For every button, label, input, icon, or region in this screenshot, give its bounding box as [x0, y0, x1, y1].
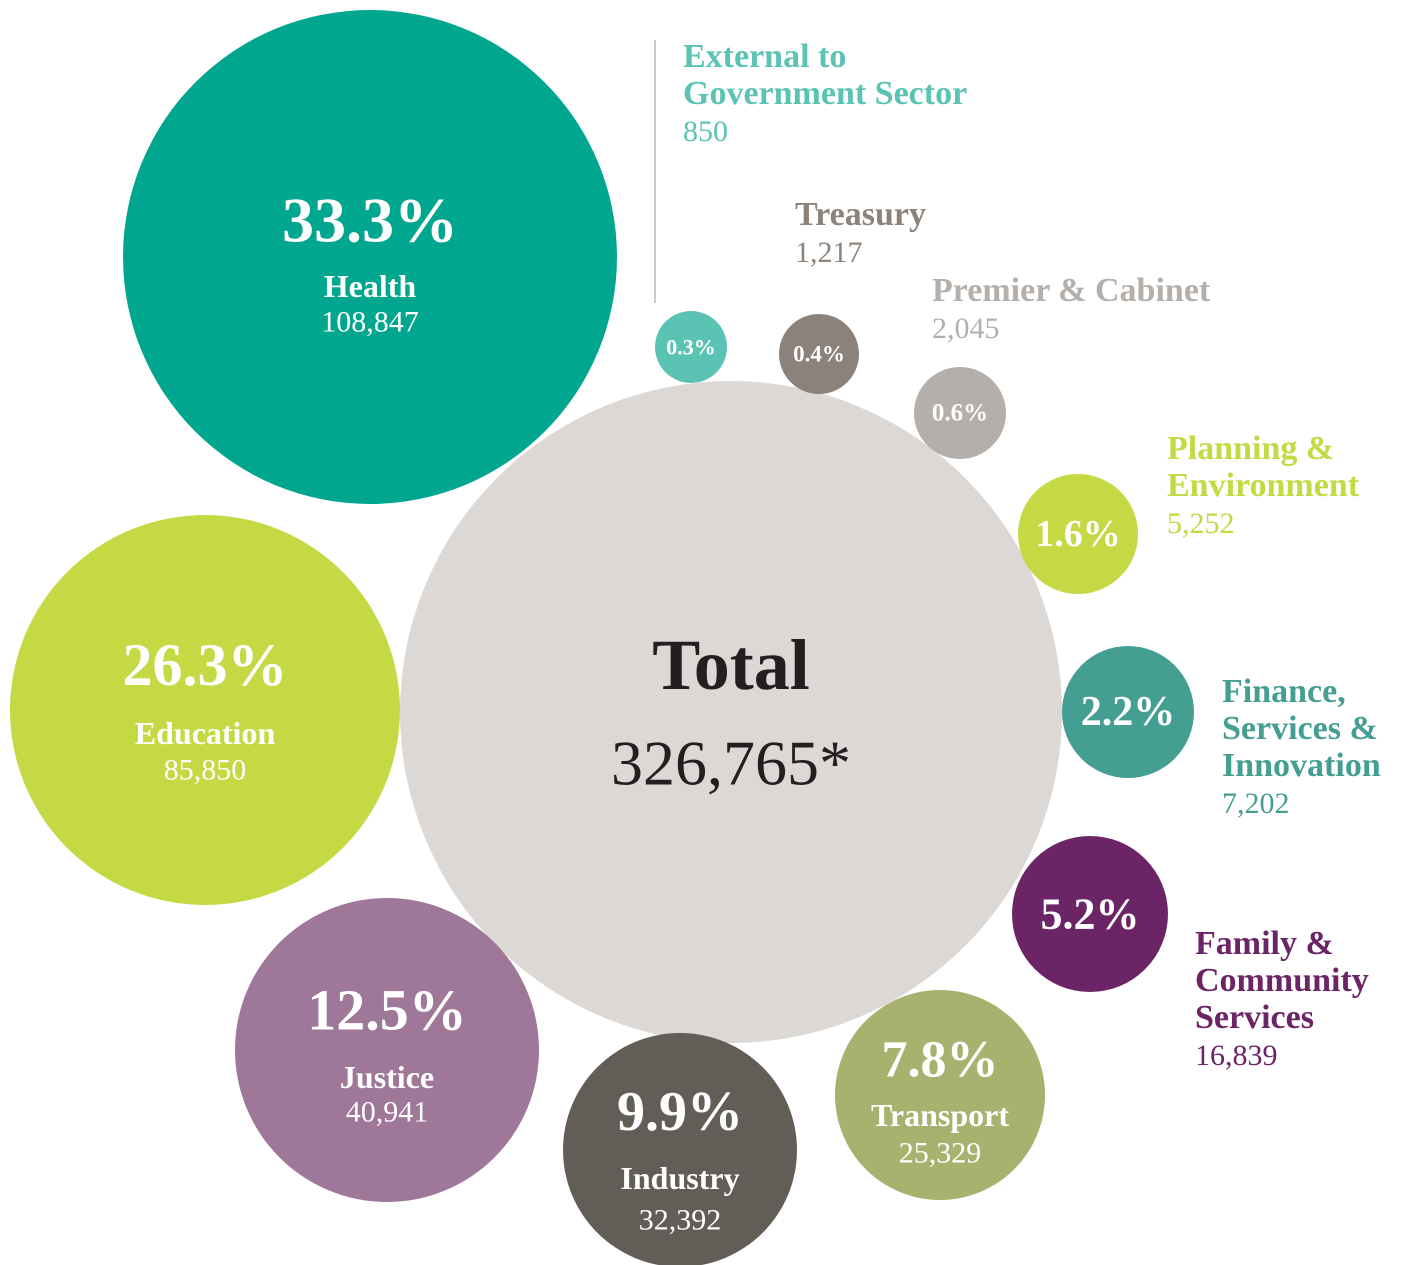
total-value: 326,765* [611, 728, 851, 799]
bubble [123, 10, 617, 504]
bubble [835, 990, 1045, 1200]
bubble [10, 515, 400, 905]
count-label: 85,850 [164, 754, 247, 787]
category-label: Treasury [795, 196, 926, 233]
bubble [1012, 836, 1168, 992]
percent-label: 0.6% [932, 400, 988, 427]
percent-label: 26.3% [123, 632, 288, 698]
count-label: 40,941 [346, 1096, 429, 1129]
percent-label: 9.9% [617, 1081, 743, 1143]
bubble [235, 898, 539, 1202]
bubble [655, 311, 727, 383]
outside-label: External to Government Sector 850 [683, 38, 1023, 152]
category-label: Transport [871, 1097, 1009, 1133]
count-label: 108,847 [321, 306, 419, 339]
count-label: 1,217 [795, 236, 863, 269]
count-label: 32,392 [639, 1204, 722, 1237]
bubble [779, 314, 859, 394]
outside-label: Planning & Environment 5,252 [1167, 430, 1407, 544]
category-label: Family & Community Services [1195, 925, 1369, 1036]
count-label: 850 [683, 115, 728, 148]
category-label: Education [135, 715, 276, 751]
category-label: Planning & Environment [1167, 430, 1360, 504]
percent-label: 0.3% [666, 335, 716, 360]
count-label: 25,329 [899, 1137, 982, 1170]
percent-label: 5.2% [1041, 890, 1140, 939]
total-name: Total [652, 625, 809, 705]
category-label: Finance, Services & Innovation [1222, 673, 1381, 784]
count-label: 5,252 [1167, 507, 1235, 540]
category-label: Health [324, 268, 417, 304]
outside-label: Finance, Services & Innovation 7,202 [1222, 673, 1419, 824]
category-label: External to Government Sector [683, 38, 968, 112]
bubble [914, 367, 1006, 459]
percent-label: 33.3% [282, 185, 458, 256]
bubble [1062, 646, 1194, 778]
percent-label: 12.5% [307, 978, 467, 1043]
outside-label: Family & Community Services 16,839 [1195, 925, 1419, 1076]
category-label: Premier & Cabinet [932, 272, 1211, 309]
count-label: 16,839 [1195, 1039, 1278, 1072]
count-label: 2,045 [932, 312, 1000, 345]
percent-label: 2.2% [1081, 689, 1176, 735]
percent-label: 7.8% [882, 1032, 999, 1089]
total-bubble [400, 381, 1062, 1043]
percent-label: 1.6% [1035, 513, 1121, 555]
bubble [1018, 474, 1138, 594]
category-label: Justice [340, 1059, 434, 1095]
outside-label: Treasury 1,217 [795, 196, 995, 273]
outside-label: Premier & Cabinet 2,045 [932, 272, 1262, 349]
count-label: 7,202 [1222, 787, 1290, 820]
percent-label: 0.4% [793, 342, 845, 367]
bubble [563, 1033, 797, 1265]
category-label: Industry [620, 1160, 739, 1196]
